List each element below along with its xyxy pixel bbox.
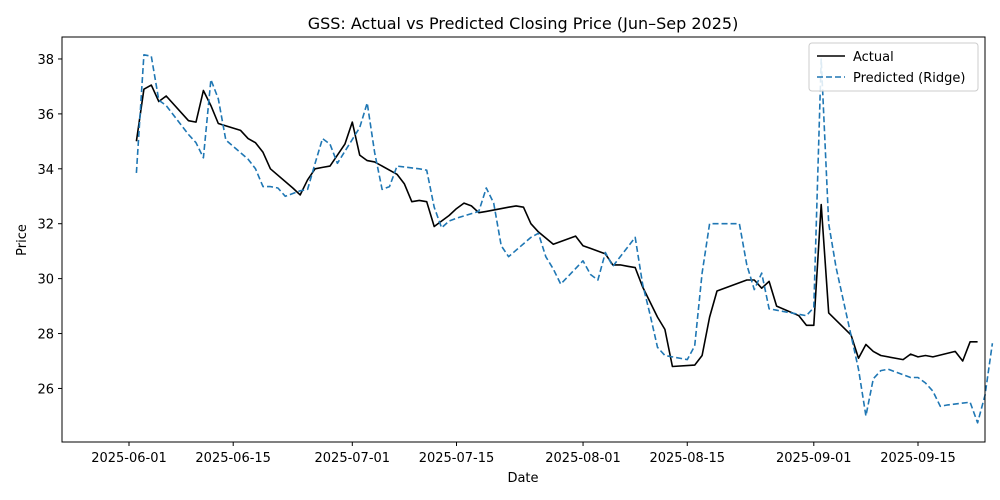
- y-tick-label: 34: [37, 163, 54, 178]
- y-tick-label: 26: [37, 382, 54, 397]
- x-tick-label: 2025-08-01: [545, 451, 621, 466]
- x-tick-label: 2025-09-01: [776, 451, 852, 466]
- legend: Actual Predicted (Ridge): [808, 42, 979, 92]
- x-tick-label: 2025-09-15: [880, 451, 956, 466]
- series-line-predicted: [135, 54, 994, 424]
- y-tick-label: 36: [37, 108, 54, 123]
- y-tick-label: 28: [37, 328, 54, 343]
- x-tick-label: 2025-07-01: [315, 451, 391, 466]
- legend-box: [808, 42, 979, 92]
- y-tick-label: 38: [37, 53, 54, 68]
- plot-frame: [61, 36, 986, 443]
- x-tick-label: 2025-06-01: [91, 451, 167, 466]
- series-line-actual: [135, 84, 978, 368]
- x-tick-label: 2025-06-15: [195, 451, 271, 466]
- y-axis-label: Price: [15, 224, 30, 256]
- x-tick-label: 2025-07-15: [419, 451, 495, 466]
- y-tick-label: 32: [37, 218, 54, 233]
- chart-title: GSS: Actual vs Predicted Closing Price (…: [308, 14, 739, 33]
- legend-label-predicted: Predicted (Ridge): [853, 71, 965, 86]
- plot-area: 2025-06-01 2025-06-15 2025-07-01 2025-07-15…: [37, 36, 994, 466]
- legend-label-actual: Actual: [853, 50, 894, 65]
- y-tick-label: 30: [37, 273, 54, 288]
- x-axis-label: Date: [507, 471, 538, 486]
- x-tick-label: 2025-08-15: [649, 451, 725, 466]
